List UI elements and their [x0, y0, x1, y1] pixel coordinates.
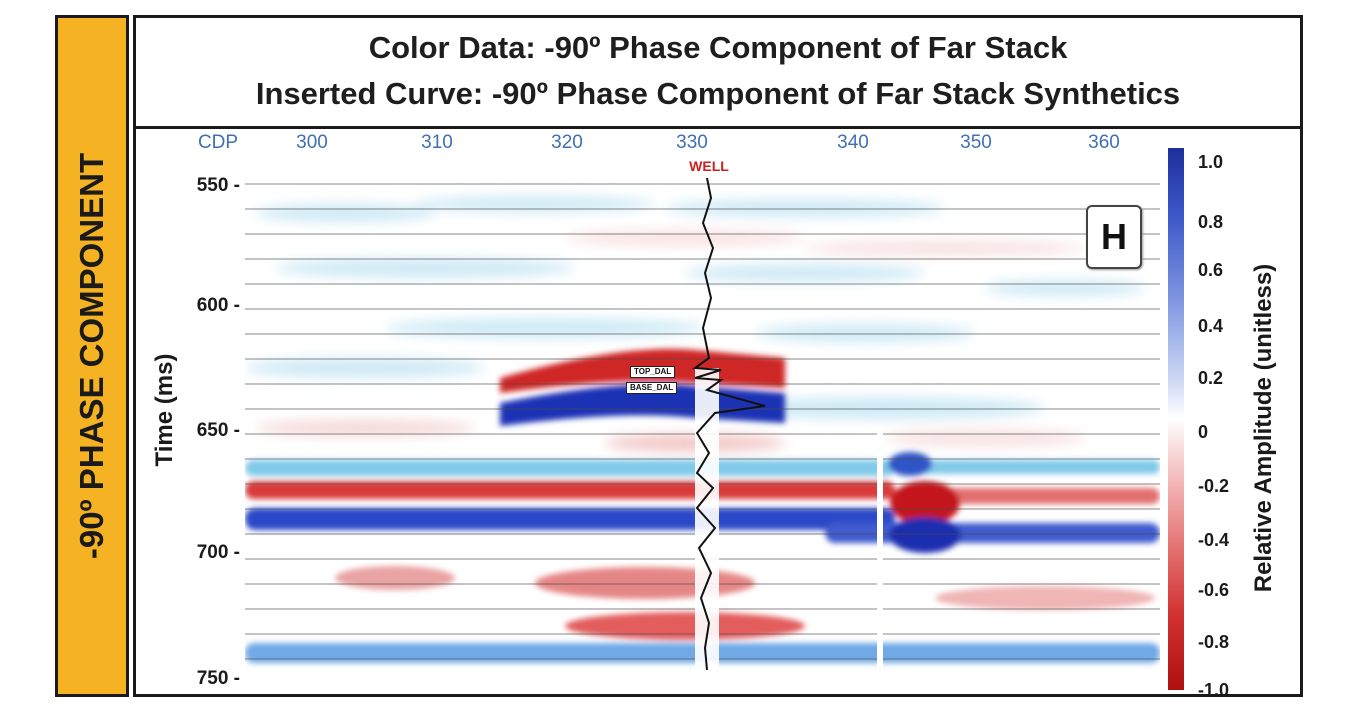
- colorbar-tick: 0.6: [1198, 260, 1224, 280]
- cdp-tick-310: 310: [421, 132, 453, 153]
- colorbar-tick: -0.8: [1198, 632, 1230, 652]
- time-tick-550: 550 -: [196, 175, 240, 196]
- y-axis-label: Time (ms): [151, 353, 178, 467]
- colorbar-tick: -1.0: [1198, 680, 1230, 700]
- well-synthetic-curve: [692, 178, 766, 670]
- title-line-2: Inserted Curve: -90º Phase Component of …: [255, 76, 1181, 111]
- time-tick-650: 650 -: [196, 420, 240, 441]
- side-label: -90º PHASE COMPONENT: [73, 152, 110, 560]
- side-panel: -90º PHASE COMPONENT: [55, 15, 129, 697]
- colorbar: [1168, 148, 1184, 690]
- cdp-tick-300: 300: [296, 132, 328, 153]
- seismic-section: [245, 178, 1160, 670]
- cdp-tick-340: 340: [837, 132, 869, 153]
- colorbar-tick: -0.2: [1198, 476, 1230, 496]
- colorbar-label: Relative Amplitude (unitless): [1250, 263, 1277, 593]
- time-tick-750: 750 -: [196, 668, 240, 689]
- colorbar-tick: -0.4: [1198, 530, 1230, 550]
- time-tick-700: 700 -: [196, 542, 240, 563]
- cdp-axis-label: CDP: [197, 132, 239, 153]
- title-line-1: Color Data: -90º Phase Component of Far …: [368, 30, 1068, 65]
- colorbar-tick: 0.4: [1198, 316, 1224, 336]
- time-tick-600: 600 -: [196, 295, 240, 316]
- colorbar-tick: -0.6: [1198, 580, 1230, 600]
- title-box: Color Data: -90º Phase Component of Far …: [136, 18, 1300, 129]
- colorbar-tick: 0.8: [1198, 212, 1224, 232]
- cdp-tick-350: 350: [960, 132, 992, 153]
- horizon-tag-top: TOP_DAL: [630, 366, 676, 378]
- panel-letter-badge: H: [1086, 205, 1142, 269]
- trace-gap: [877, 433, 883, 670]
- horizon-tag-base: BASE_DAL: [626, 382, 678, 394]
- colorbar-tick: 0: [1198, 422, 1209, 442]
- cdp-tick-360: 360: [1088, 132, 1120, 153]
- cdp-tick-330: 330: [676, 132, 708, 153]
- colorbar-tick: 1.0: [1198, 152, 1224, 172]
- well-label: WELL: [689, 158, 729, 174]
- cdp-tick-320: 320: [551, 132, 583, 153]
- colorbar-tick: 0.2: [1198, 368, 1224, 388]
